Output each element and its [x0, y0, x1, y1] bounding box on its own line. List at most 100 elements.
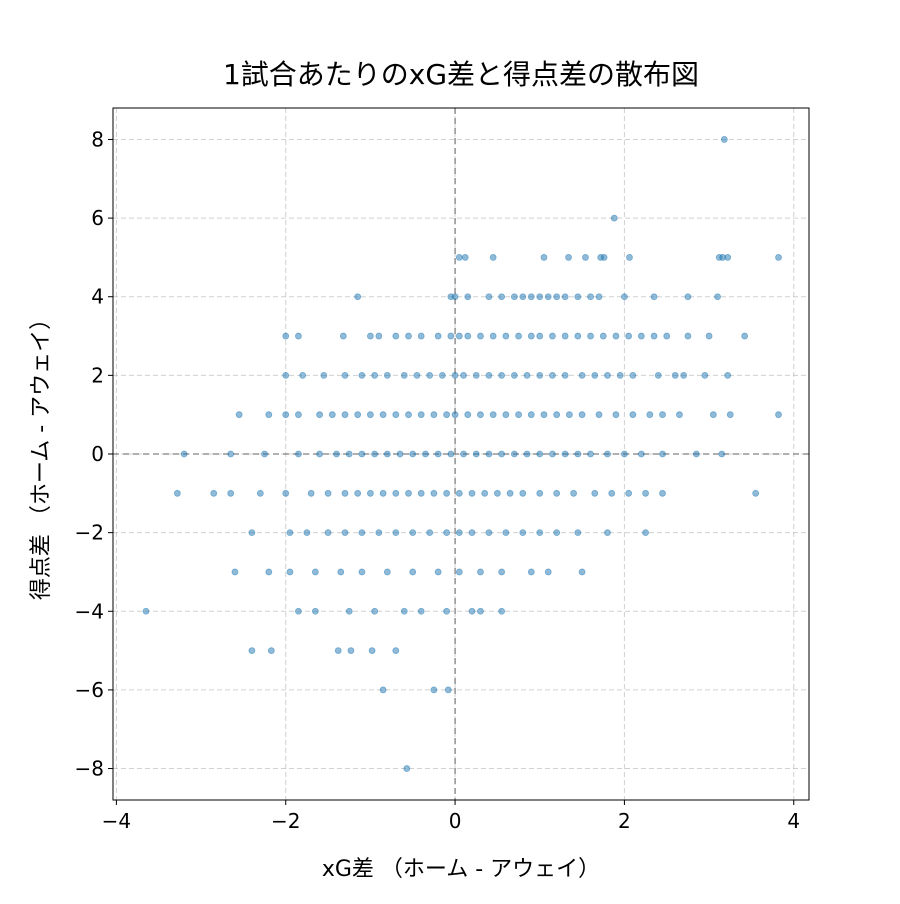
- point: [527, 568, 535, 576]
- point: [692, 450, 700, 458]
- point: [654, 371, 662, 379]
- point: [354, 293, 362, 301]
- point: [426, 529, 434, 537]
- point: [299, 371, 307, 379]
- point: [434, 568, 442, 576]
- point: [383, 371, 391, 379]
- point: [540, 254, 548, 261]
- chart-title: 1試合あたりのxG差と得点差の散布図: [223, 58, 699, 91]
- point: [324, 529, 332, 537]
- point: [368, 647, 376, 654]
- point: [477, 332, 484, 340]
- y-tick-label: 2: [91, 363, 104, 387]
- point: [371, 607, 379, 615]
- point: [354, 411, 362, 419]
- point: [600, 254, 608, 261]
- point: [341, 489, 349, 497]
- point: [726, 411, 734, 419]
- point: [383, 568, 391, 576]
- point: [519, 489, 527, 497]
- point: [367, 489, 374, 497]
- point: [295, 411, 302, 419]
- point: [527, 411, 535, 419]
- point: [345, 607, 353, 615]
- point: [701, 371, 709, 379]
- point: [347, 647, 355, 654]
- point: [502, 529, 510, 537]
- point: [354, 489, 362, 497]
- point: [409, 529, 417, 537]
- point: [328, 411, 336, 419]
- point: [629, 371, 637, 379]
- point: [570, 489, 578, 497]
- point: [582, 254, 589, 261]
- point: [451, 411, 459, 419]
- point: [295, 332, 302, 340]
- point: [642, 489, 649, 497]
- point: [341, 529, 349, 537]
- point: [510, 450, 518, 458]
- point: [536, 332, 544, 340]
- point: [311, 607, 319, 615]
- point: [519, 529, 527, 537]
- point: [591, 371, 599, 379]
- point: [625, 332, 633, 340]
- point: [659, 489, 666, 497]
- point: [358, 568, 366, 576]
- point: [422, 450, 429, 458]
- point: [498, 450, 506, 458]
- y-tick-label: −6: [75, 678, 104, 702]
- point: [324, 489, 332, 497]
- point: [371, 371, 379, 379]
- point: [626, 254, 633, 261]
- point: [502, 411, 510, 419]
- point: [265, 411, 273, 419]
- point: [409, 450, 417, 458]
- point: [775, 254, 782, 261]
- point: [684, 332, 692, 340]
- point: [455, 332, 463, 340]
- point: [663, 332, 671, 340]
- point: [477, 411, 484, 419]
- point: [741, 332, 749, 340]
- point: [461, 254, 469, 261]
- x-tick-label: −4: [102, 809, 131, 833]
- point: [775, 411, 782, 419]
- point: [231, 568, 239, 576]
- point: [341, 411, 349, 419]
- y-tick-label: 8: [91, 127, 104, 151]
- point: [536, 371, 544, 379]
- point: [610, 214, 618, 222]
- y-tick-label: −8: [75, 757, 104, 781]
- point: [367, 411, 374, 419]
- point: [477, 607, 484, 615]
- point: [286, 529, 294, 537]
- point: [536, 529, 544, 537]
- point: [282, 411, 290, 419]
- point: [210, 489, 218, 497]
- point: [379, 686, 387, 694]
- point: [544, 293, 552, 301]
- point: [455, 489, 463, 497]
- point: [485, 371, 493, 379]
- point: [527, 332, 535, 340]
- point: [578, 371, 586, 379]
- point: [553, 293, 561, 301]
- point: [553, 529, 561, 537]
- point: [295, 450, 302, 458]
- y-axis-label: 得点差 （ホーム - アウェイ）: [29, 308, 54, 600]
- point: [587, 293, 594, 301]
- point: [637, 332, 645, 340]
- point: [714, 293, 721, 301]
- point: [256, 489, 264, 497]
- point: [339, 332, 347, 340]
- point: [375, 529, 383, 537]
- point: [358, 371, 366, 379]
- point: [460, 371, 467, 379]
- point: [379, 489, 387, 497]
- point: [455, 254, 463, 261]
- point: [341, 371, 349, 379]
- point: [142, 607, 150, 615]
- point: [612, 411, 620, 419]
- point: [561, 293, 569, 301]
